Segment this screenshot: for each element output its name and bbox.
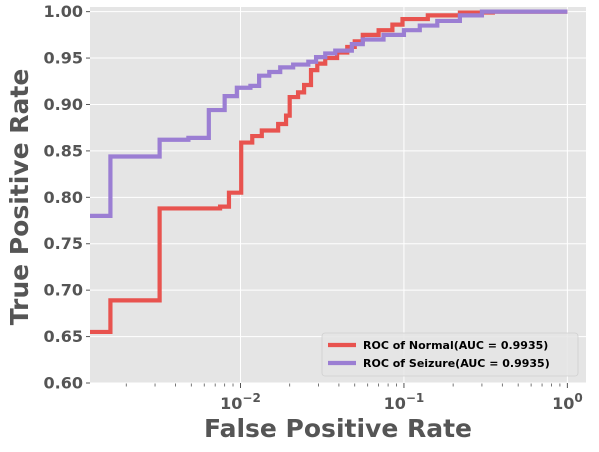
grid-lines [90,7,586,384]
x-tick-label: 10−2 [220,391,261,413]
y-tick-label: 0.80 [44,188,83,207]
x-tick-label: 100 [552,391,583,413]
series-lines [90,9,568,335]
y-tick-label: 1.00 [44,2,83,21]
legend-box [321,332,579,377]
y-axis-title: True Positive Rate [5,69,34,326]
roc-series-line-0 [90,9,568,335]
legend-label: ROC of Seizure(AUC = 0.9935) [363,357,550,370]
y-axis-ticks: 0.60 0.65 0.70 0.75 0.80 0.85 0.90 0.95 1.00 [44,2,90,393]
plot-area [90,7,586,383]
y-tick-label: 0.75 [44,234,83,253]
y-tick-label: 0.95 [44,49,83,68]
x-tick-label-exponent: −1 [406,391,424,405]
y-tick-label: 0.65 [44,327,83,346]
x-axis-ticks: 10−2 10−1 100 [220,383,583,413]
x-tick-label: 10−1 [384,391,425,413]
y-tick-label: 0.60 [44,374,83,393]
roc-series-line-1 [90,9,568,218]
x-tick-label-base: 10 [220,394,242,413]
y-tick-label: 0.70 [44,281,83,300]
x-tick-label-exponent: 0 [574,391,582,405]
x-tick-label-exponent: −2 [242,391,260,405]
x-tick-label-base: 10 [384,394,406,413]
minor-grid [125,383,561,387]
y-tick-label: 0.85 [44,141,83,160]
x-axis-title: False Positive Rate [204,414,472,443]
legend-label: ROC of Normal(AUC = 0.9935) [363,339,548,352]
y-tick-label: 0.90 [44,95,83,114]
legend: ROC of Normal(AUC = 0.9935) ROC of Seizur… [321,332,579,377]
x-tick-label-base: 10 [552,394,574,413]
